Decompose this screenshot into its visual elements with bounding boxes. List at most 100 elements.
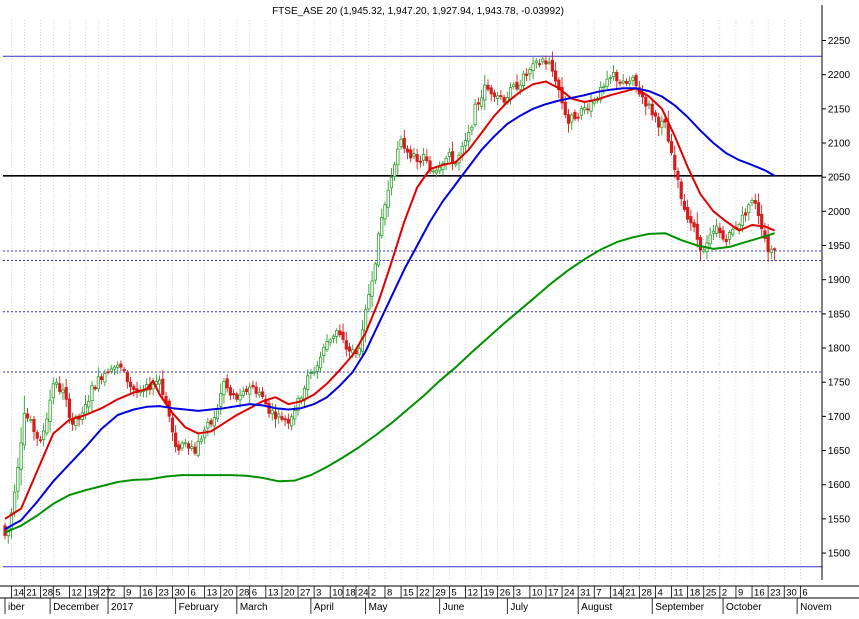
candle-body-up — [248, 386, 252, 395]
candle-body-down — [347, 346, 352, 352]
candle — [38, 435, 43, 444]
chart-header: FTSE_ASE 20 (1,945.32, 1,947.20, 1,927.9… — [272, 6, 564, 17]
candle-body-down — [515, 81, 519, 90]
candle — [25, 407, 30, 422]
x-tick-label: 12 — [71, 588, 82, 599]
candle-body-down — [186, 443, 191, 449]
x-tick-label: 6 — [252, 588, 257, 599]
y-tick-label: 2050 — [828, 173, 851, 184]
candle-body-down — [663, 118, 667, 123]
candle-body-down — [338, 330, 342, 336]
candle-body-up — [386, 189, 390, 208]
candle-body-down — [744, 212, 748, 216]
candle-body-down — [550, 59, 555, 72]
candle-body-down — [93, 386, 97, 390]
candle — [692, 219, 696, 233]
candle-body-up — [190, 446, 194, 449]
moving-averages-layer — [4, 80, 776, 534]
candle-body-down — [38, 439, 43, 442]
candle-body-up — [463, 140, 468, 147]
candle — [460, 141, 464, 161]
candle — [747, 202, 751, 221]
candle-body-up — [570, 114, 574, 123]
candle-body-up — [380, 217, 384, 236]
candle — [386, 180, 390, 217]
x-tick-label: 25 — [706, 588, 717, 599]
candle-body-up — [660, 120, 664, 128]
candle — [122, 367, 126, 373]
candle — [16, 457, 20, 500]
candle-body-down — [193, 446, 197, 454]
moving-average-long — [4, 232, 775, 534]
candle — [235, 391, 239, 403]
candle-body-down — [209, 420, 213, 425]
y-tick-label: 2150 — [828, 104, 851, 115]
candle — [161, 370, 165, 399]
candle — [203, 426, 207, 445]
candle — [260, 386, 265, 400]
candle-body-up — [203, 429, 207, 439]
candle — [322, 343, 326, 364]
candle-body-up — [496, 95, 500, 99]
candle — [132, 383, 136, 397]
candle-body-down — [409, 149, 413, 159]
candle — [396, 140, 400, 175]
candle — [599, 81, 603, 104]
x-tick-label: 28 — [239, 588, 250, 599]
candle-body-up — [467, 132, 471, 142]
candle-body-up — [631, 76, 635, 81]
candle-body-up — [61, 389, 65, 394]
candle-body-up — [708, 234, 712, 245]
y-tick-label: 1600 — [828, 480, 851, 491]
grid-layer — [11, 20, 801, 580]
candle-body-up — [447, 151, 451, 157]
candle-body-down — [766, 235, 770, 253]
candle — [550, 51, 555, 77]
x-tick-label: 23 — [158, 588, 169, 599]
candle-body-down — [718, 227, 722, 234]
candle — [744, 208, 748, 222]
candle — [254, 381, 258, 398]
candle-body-up — [479, 97, 484, 107]
candle — [621, 74, 625, 85]
candle — [544, 55, 548, 70]
candle-body-down — [695, 223, 699, 240]
candle — [731, 226, 735, 237]
candle — [499, 90, 503, 100]
candle — [528, 66, 532, 81]
candle-body-up — [293, 410, 297, 420]
candle — [35, 429, 39, 447]
candle — [289, 413, 294, 431]
candle — [370, 271, 374, 308]
candle — [309, 368, 313, 380]
candle — [318, 351, 323, 372]
x-tick-label: 2 — [722, 588, 727, 599]
x-tick-label: 28 — [641, 588, 652, 599]
candle — [583, 102, 587, 115]
candle-body-down — [618, 81, 622, 84]
y-tick-label: 1550 — [828, 514, 851, 525]
candle — [393, 161, 397, 182]
candle-body-down — [756, 202, 761, 216]
candle-body-down — [283, 418, 287, 421]
candle — [483, 74, 487, 111]
y-tick-label: 1950 — [828, 241, 851, 252]
candle — [206, 417, 210, 437]
x-month-label: June — [443, 602, 465, 613]
candle-body-down — [177, 444, 181, 451]
candle — [608, 75, 612, 84]
candle-body-up — [583, 107, 587, 111]
candle-body-down — [653, 112, 658, 117]
candle-body-down — [563, 101, 567, 116]
x-tick-label: 24 — [564, 588, 575, 599]
candle-body-up — [373, 263, 377, 281]
candle-body-up — [183, 442, 187, 445]
candle-body-down — [721, 230, 725, 240]
candle — [347, 342, 352, 358]
candle-body-down — [525, 73, 529, 76]
candle — [328, 337, 332, 347]
candle — [238, 388, 242, 408]
candle — [441, 160, 445, 176]
candle-body-up — [318, 356, 323, 369]
y-tick-label: 1850 — [828, 309, 851, 320]
